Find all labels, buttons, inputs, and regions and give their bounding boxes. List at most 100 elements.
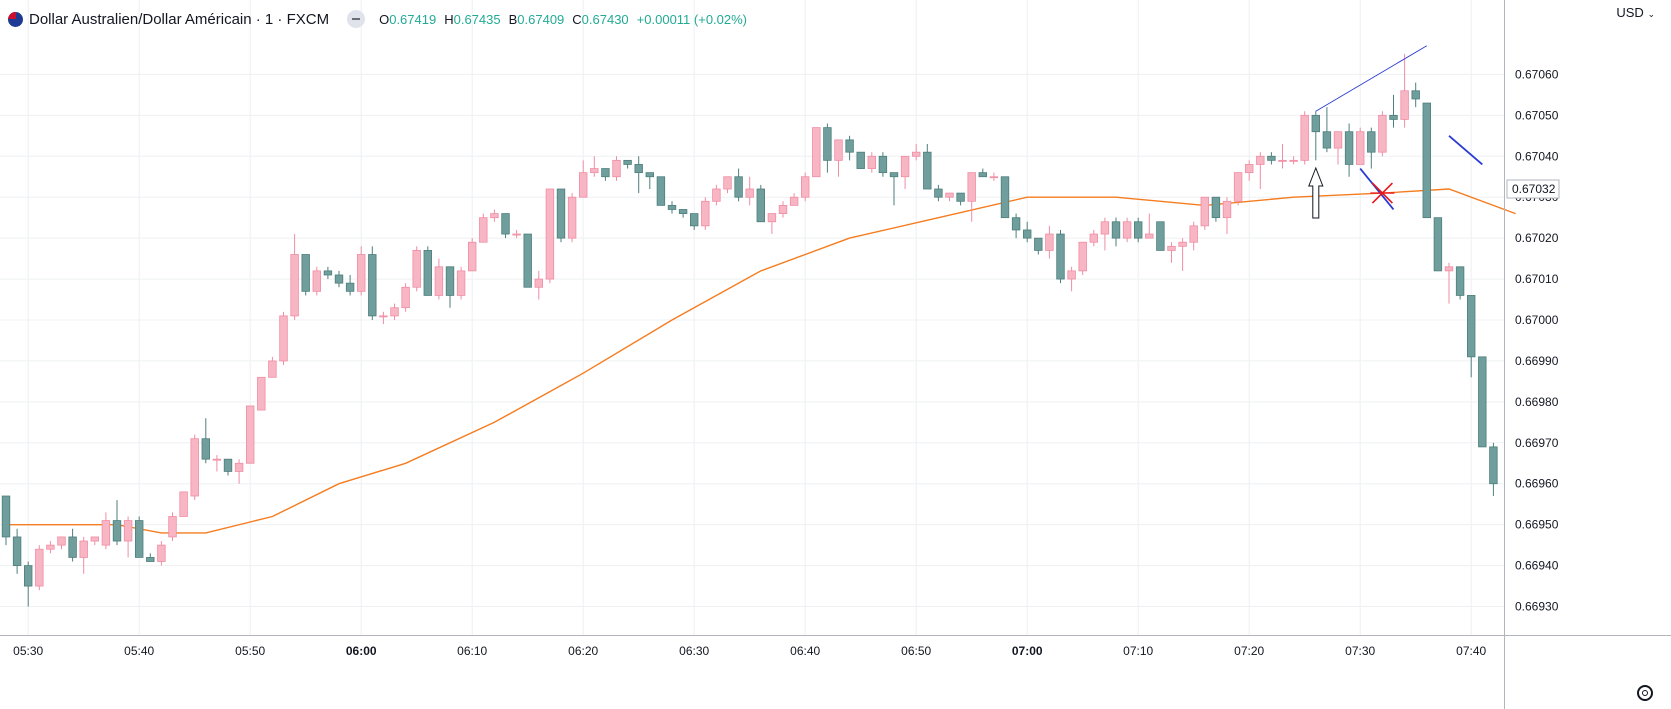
candle-body [423, 250, 432, 296]
candle-body [723, 176, 732, 190]
candle-body [146, 557, 155, 562]
candle [467, 238, 477, 272]
currency-selector[interactable]: USD ⌄ [1616, 5, 1655, 20]
candle [1023, 221, 1032, 243]
candle [579, 160, 588, 198]
candle-body [801, 176, 810, 198]
candle-body [1378, 114, 1387, 153]
candle-body [1333, 131, 1343, 149]
candle-body [445, 266, 455, 296]
candle [223, 458, 233, 476]
y-tick-label: 0.66990 [1515, 354, 1559, 368]
candle-body [745, 188, 754, 198]
candle [434, 258, 444, 300]
candle [245, 405, 255, 464]
candle [734, 168, 743, 202]
x-tick-label: 06:30 [679, 644, 709, 658]
candle-body [201, 438, 210, 460]
x-tick-label: 06:50 [901, 644, 931, 658]
candle-body [379, 315, 388, 318]
candle [778, 201, 788, 218]
candle-body [1422, 102, 1431, 219]
symbol-title[interactable]: Dollar Australien/Dollar Américain · 1 ·… [29, 10, 330, 28]
candle [23, 561, 33, 607]
candle [134, 516, 144, 558]
candle-body [1411, 90, 1420, 100]
candle-body [1278, 159, 1287, 162]
candle-body [1089, 233, 1098, 243]
candle [1422, 102, 1431, 219]
candle-body [312, 270, 321, 292]
y-tick-label: 0.66960 [1515, 477, 1559, 491]
candle [401, 283, 410, 312]
ohlc-value: 0.67430 [581, 11, 629, 27]
settings-icon[interactable] [1637, 685, 1653, 701]
candle [301, 254, 310, 296]
candle-body [101, 520, 111, 546]
candle-body [912, 151, 921, 157]
candle [356, 246, 366, 296]
candle-body [1000, 176, 1010, 219]
candle [701, 197, 710, 230]
candle [1344, 123, 1354, 177]
candle-body [1400, 90, 1409, 120]
candle-body [523, 233, 532, 288]
candle-body [223, 458, 233, 472]
candle-body [634, 164, 643, 174]
candle [290, 234, 299, 320]
candle-body [12, 536, 22, 566]
candle-body [667, 204, 677, 210]
au-flag-icon [8, 11, 23, 27]
ohlc-key: O [379, 11, 390, 27]
candle [1245, 160, 1254, 181]
candle [1367, 127, 1376, 169]
ohlc-key: H [444, 11, 454, 27]
y-tick-label: 0.67060 [1515, 67, 1559, 81]
x-tick-label: 06:00 [346, 644, 377, 658]
candle [456, 266, 466, 300]
candle [845, 135, 854, 161]
candle [1189, 221, 1198, 251]
ohlc-key: C [572, 11, 582, 27]
candle-body [1256, 155, 1265, 165]
candle-body [1200, 196, 1209, 227]
candle-body [268, 360, 277, 378]
y-tick-label: 0.67010 [1515, 272, 1559, 286]
current-price-label: 0.67032 [1512, 182, 1556, 196]
candle [989, 172, 999, 181]
candle-body [212, 458, 222, 461]
short-line [1448, 135, 1483, 166]
x-tick-label: 06:20 [568, 644, 598, 658]
candle-body [623, 159, 632, 165]
ohlc-item-4: +0.00011 (+0.02%) [637, 12, 747, 27]
candle [1067, 266, 1076, 292]
ohlc-item-0: O0.67419 [379, 12, 436, 27]
x-tick-label: 07:30 [1345, 644, 1375, 658]
candle [1300, 111, 1309, 165]
candle-body [168, 516, 177, 538]
candle [445, 266, 455, 308]
candle [1411, 82, 1420, 108]
candle [712, 184, 721, 206]
candle-body [1067, 270, 1076, 280]
candle-body [35, 548, 44, 587]
candle [767, 213, 777, 235]
candle [1489, 442, 1498, 497]
candle [634, 156, 643, 194]
candle-body [612, 159, 621, 178]
candle [690, 213, 699, 230]
candle-body [501, 213, 510, 235]
candle-body [1189, 225, 1198, 243]
candle [567, 193, 577, 243]
candle-body [1167, 245, 1176, 251]
collapse-button[interactable] [347, 10, 366, 28]
candle-body [645, 172, 654, 178]
y-tick-label: 0.67000 [1515, 313, 1559, 327]
candle-body [1233, 172, 1243, 202]
candle [1089, 229, 1098, 247]
candle [878, 152, 888, 177]
candle [1078, 241, 1087, 275]
moving-average-series [6, 188, 1516, 534]
candle [390, 303, 399, 320]
